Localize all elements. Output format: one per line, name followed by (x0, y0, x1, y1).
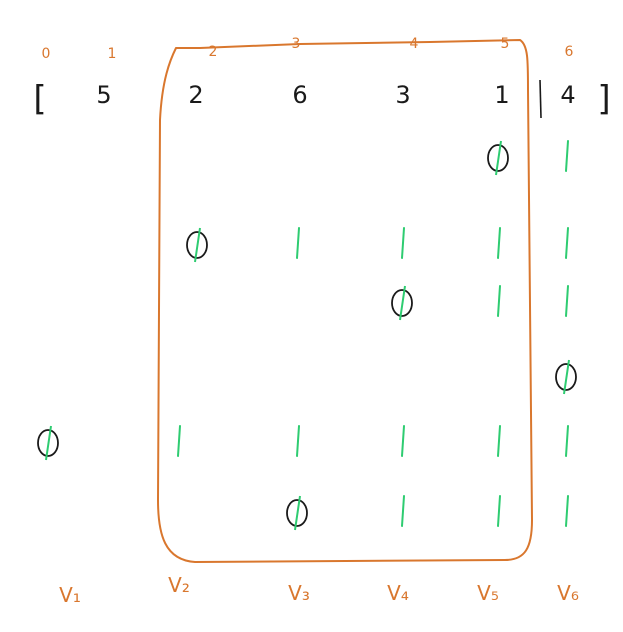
cell-empty-set (37, 425, 59, 461)
cell-one (296, 425, 300, 457)
grid (37, 140, 577, 531)
column-labels: V₁ V₂ V₃ V₄ V₅ V₆ (59, 573, 579, 607)
cell-one (497, 425, 501, 457)
one-stroke (497, 425, 501, 457)
empty-set-slash (399, 285, 406, 321)
index-5: 5 (501, 36, 510, 52)
bracket-open: [ (33, 79, 46, 119)
array-value-3: 6 (292, 81, 307, 109)
column-label-v6: V₆ (557, 581, 579, 605)
separator-5-6 (539, 79, 542, 119)
cell-one (565, 285, 569, 317)
index-3: 3 (292, 36, 301, 52)
cell-one (401, 495, 405, 527)
cell-one (565, 425, 569, 457)
one-stroke (401, 495, 405, 527)
one-stroke (565, 140, 569, 172)
empty-set-slash (563, 359, 570, 395)
cell-empty-set (286, 495, 308, 531)
empty-set-circle (391, 289, 413, 317)
one-stroke (565, 425, 569, 457)
empty-set-circle (286, 499, 308, 527)
array-value-5: 1 (494, 81, 509, 109)
column-label-v5: V₅ (477, 581, 499, 605)
empty-set-slash (495, 140, 502, 176)
cell-one (497, 495, 501, 527)
bracket-close: ] (597, 79, 610, 119)
array-value-2: 2 (188, 81, 203, 109)
cell-empty-set (555, 359, 577, 395)
empty-set-circle (37, 429, 59, 457)
column-label-v2: V₂ (168, 573, 190, 597)
cell-one (296, 227, 300, 259)
one-stroke (401, 425, 405, 457)
empty-set-slash (294, 495, 301, 531)
index-0: 0 (42, 46, 51, 62)
cell-one (497, 285, 501, 317)
empty-set-slash (194, 227, 201, 263)
cell-one (177, 425, 181, 457)
cell-one (565, 227, 569, 259)
cell-empty-set (391, 285, 413, 321)
one-stroke (565, 495, 569, 527)
cell-one (565, 140, 569, 172)
empty-set-circle (186, 231, 208, 259)
one-stroke (497, 227, 501, 259)
column-label-v4: V₄ (387, 581, 409, 605)
array-value-4: 3 (395, 81, 410, 109)
empty-set-slash (45, 425, 52, 461)
index-6: 6 (565, 44, 574, 60)
cell-one (497, 227, 501, 259)
index-1: 1 (108, 46, 117, 62)
one-stroke (177, 425, 181, 457)
array-value-6: 4 (560, 81, 575, 109)
one-stroke (497, 285, 501, 317)
one-stroke (497, 495, 501, 527)
empty-set-circle (487, 144, 509, 172)
cell-one (401, 227, 405, 259)
column-label-v1: V₁ (59, 583, 81, 607)
column-label-v3: V₃ (288, 581, 310, 605)
cell-empty-set (186, 227, 208, 263)
array-row: [ 5 2 6 3 1 4 ] (33, 79, 610, 119)
cell-one (401, 425, 405, 457)
cell-empty-set (487, 140, 509, 176)
enclosing-box (157, 39, 533, 563)
cell-one (565, 495, 569, 527)
index-2: 2 (209, 44, 218, 60)
one-stroke (565, 285, 569, 317)
index-4: 4 (410, 36, 419, 52)
one-stroke (296, 425, 300, 457)
empty-set-circle (555, 363, 577, 391)
array-value-1: 5 (96, 81, 111, 109)
index-row: 0 1 2 3 4 5 6 (42, 36, 574, 62)
one-stroke (401, 227, 405, 259)
one-stroke (296, 227, 300, 259)
one-stroke (565, 227, 569, 259)
